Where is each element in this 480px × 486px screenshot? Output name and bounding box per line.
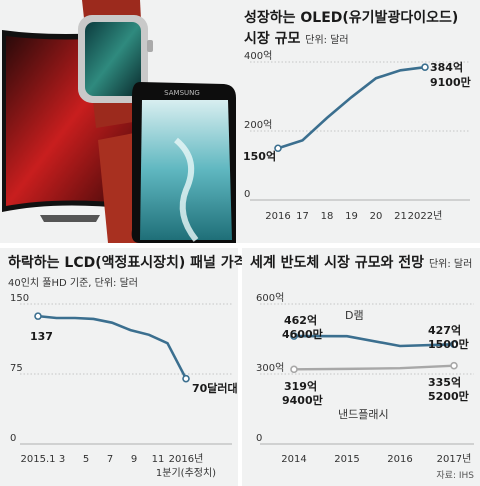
oled-panel: SAMSUNG 성장하는 OLED(유기발광다이오드) 시장 규모 단위: 달러…: [0, 0, 480, 243]
nand-end-label-2: 5200만: [428, 389, 469, 403]
oled-end-label-1: 384억: [430, 61, 463, 74]
lcd-ytick-label: 75: [10, 363, 23, 374]
source-note: 자료: IHS: [436, 470, 474, 481]
phone-brand: SAMSUNG: [164, 89, 200, 97]
lcd-xtick-label-sub: 1분기(추정치): [156, 467, 216, 479]
dram-end-label-2: 1500만: [428, 337, 469, 351]
semi-ytick-label: 0: [256, 433, 262, 444]
oled-chart: 성장하는 OLED(유기발광다이오드) 시장 규모 단위: 달러 400억200…: [243, 9, 471, 222]
oled-xtick-label: 18: [321, 211, 334, 222]
lcd-xtick-label: 7: [107, 454, 113, 465]
nand-start-label-1: 319억: [284, 380, 317, 393]
oled-xtick-label: 17: [296, 211, 309, 222]
oled-ytick-label: 400억: [244, 50, 272, 62]
oled-data-point: [274, 144, 282, 153]
lcd-start-label: 137: [30, 330, 53, 343]
product-photo: SAMSUNG: [2, 0, 236, 243]
dram-end-label-1: 427억: [428, 324, 461, 337]
semi-ytick-label: 600억: [256, 292, 284, 304]
lcd-xtick-label: 3: [59, 454, 65, 465]
smartphone-icon: SAMSUNG: [131, 82, 236, 243]
nand-start-label-2: 9400만: [282, 393, 323, 407]
semi-series-dram-line: [293, 334, 455, 348]
semiconductor-chart: 세계 반도체 시장 규모와 전망 단위: 달러 600억 300억 0 2014 20…: [250, 254, 474, 481]
oled-xtick-label: 21: [394, 211, 407, 222]
lcd-chart-title: 하락하는 LCD(액정표시장치) 패널 가격: [8, 254, 247, 271]
lcd-panel: 하락하는 LCD(액정표시장치) 패널 가격 40인치 풀HD 기준, 단위: …: [0, 248, 247, 486]
nand-data-point: [290, 365, 298, 374]
oled-data-point: [421, 63, 429, 72]
semiconductor-panel: 세계 반도체 시장 규모와 전망 단위: 달러 600억 300억 0 2014 20…: [242, 248, 480, 486]
lcd-data-point: [34, 312, 42, 320]
semi-xtick-label: 2016: [387, 454, 412, 465]
oled-ytick-label: 0: [244, 189, 250, 200]
lcd-chart-subtitle: 40인치 풀HD 기준, 단위: 달러: [8, 276, 138, 289]
oled-start-label: 150억: [243, 150, 276, 163]
dram-start-label-1: 462억: [284, 314, 317, 327]
lcd-data-point: [182, 374, 190, 383]
lcd-xtick-label: 2016년: [169, 453, 204, 465]
oled-series-line: [277, 65, 426, 150]
lcd-xtick-label: 5: [83, 454, 89, 465]
nand-series-name: 낸드플래시: [338, 408, 389, 421]
lcd-series-line: [37, 314, 188, 380]
semi-series-nand-line: [293, 364, 455, 371]
oled-chart-title: 성장하는 OLED(유기발광다이오드): [244, 9, 458, 26]
oled-ytick-label: 200억: [244, 119, 272, 131]
oled-xtick-label: 2022년: [408, 210, 443, 222]
oled-end-label-2: 9100만: [430, 75, 471, 89]
lcd-chart: 하락하는 LCD(액정표시장치) 패널 가격 40인치 풀HD 기준, 단위: …: [8, 254, 247, 479]
semi-chart-title: 세계 반도체 시장 규모와 전망 단위: 달러: [250, 254, 472, 271]
semi-ytick-label: 300억: [256, 362, 284, 374]
smartwatch-icon: [78, 0, 158, 243]
dram-data-point: [290, 332, 298, 340]
dram-series-name: D램: [345, 309, 364, 322]
semi-xtick-label: 2014: [281, 454, 306, 465]
oled-xtick-label: 20: [370, 211, 383, 222]
nand-end-label-1: 335억: [428, 376, 461, 389]
dram-data-point: [450, 340, 458, 349]
oled-chart-subtitle: 시장 규모 단위: 달러: [244, 30, 349, 47]
oled-xtick-label: 19: [345, 211, 358, 222]
semi-xtick-label: 2015: [334, 454, 359, 465]
lcd-ytick-label: 150: [10, 293, 29, 304]
dram-start-label-2: 4600만: [282, 327, 323, 341]
lcd-xtick-label: 11: [152, 454, 165, 465]
nand-data-point: [450, 361, 458, 370]
lcd-xtick-label: 2015.1: [21, 454, 56, 465]
semi-xtick-label: 2017년: [437, 453, 472, 465]
lcd-xtick-label: 9: [131, 454, 137, 465]
lcd-end-label: 70달러대: [192, 381, 238, 395]
oled-xtick-label: 2016: [265, 211, 290, 222]
lcd-ytick-label: 0: [10, 433, 16, 444]
